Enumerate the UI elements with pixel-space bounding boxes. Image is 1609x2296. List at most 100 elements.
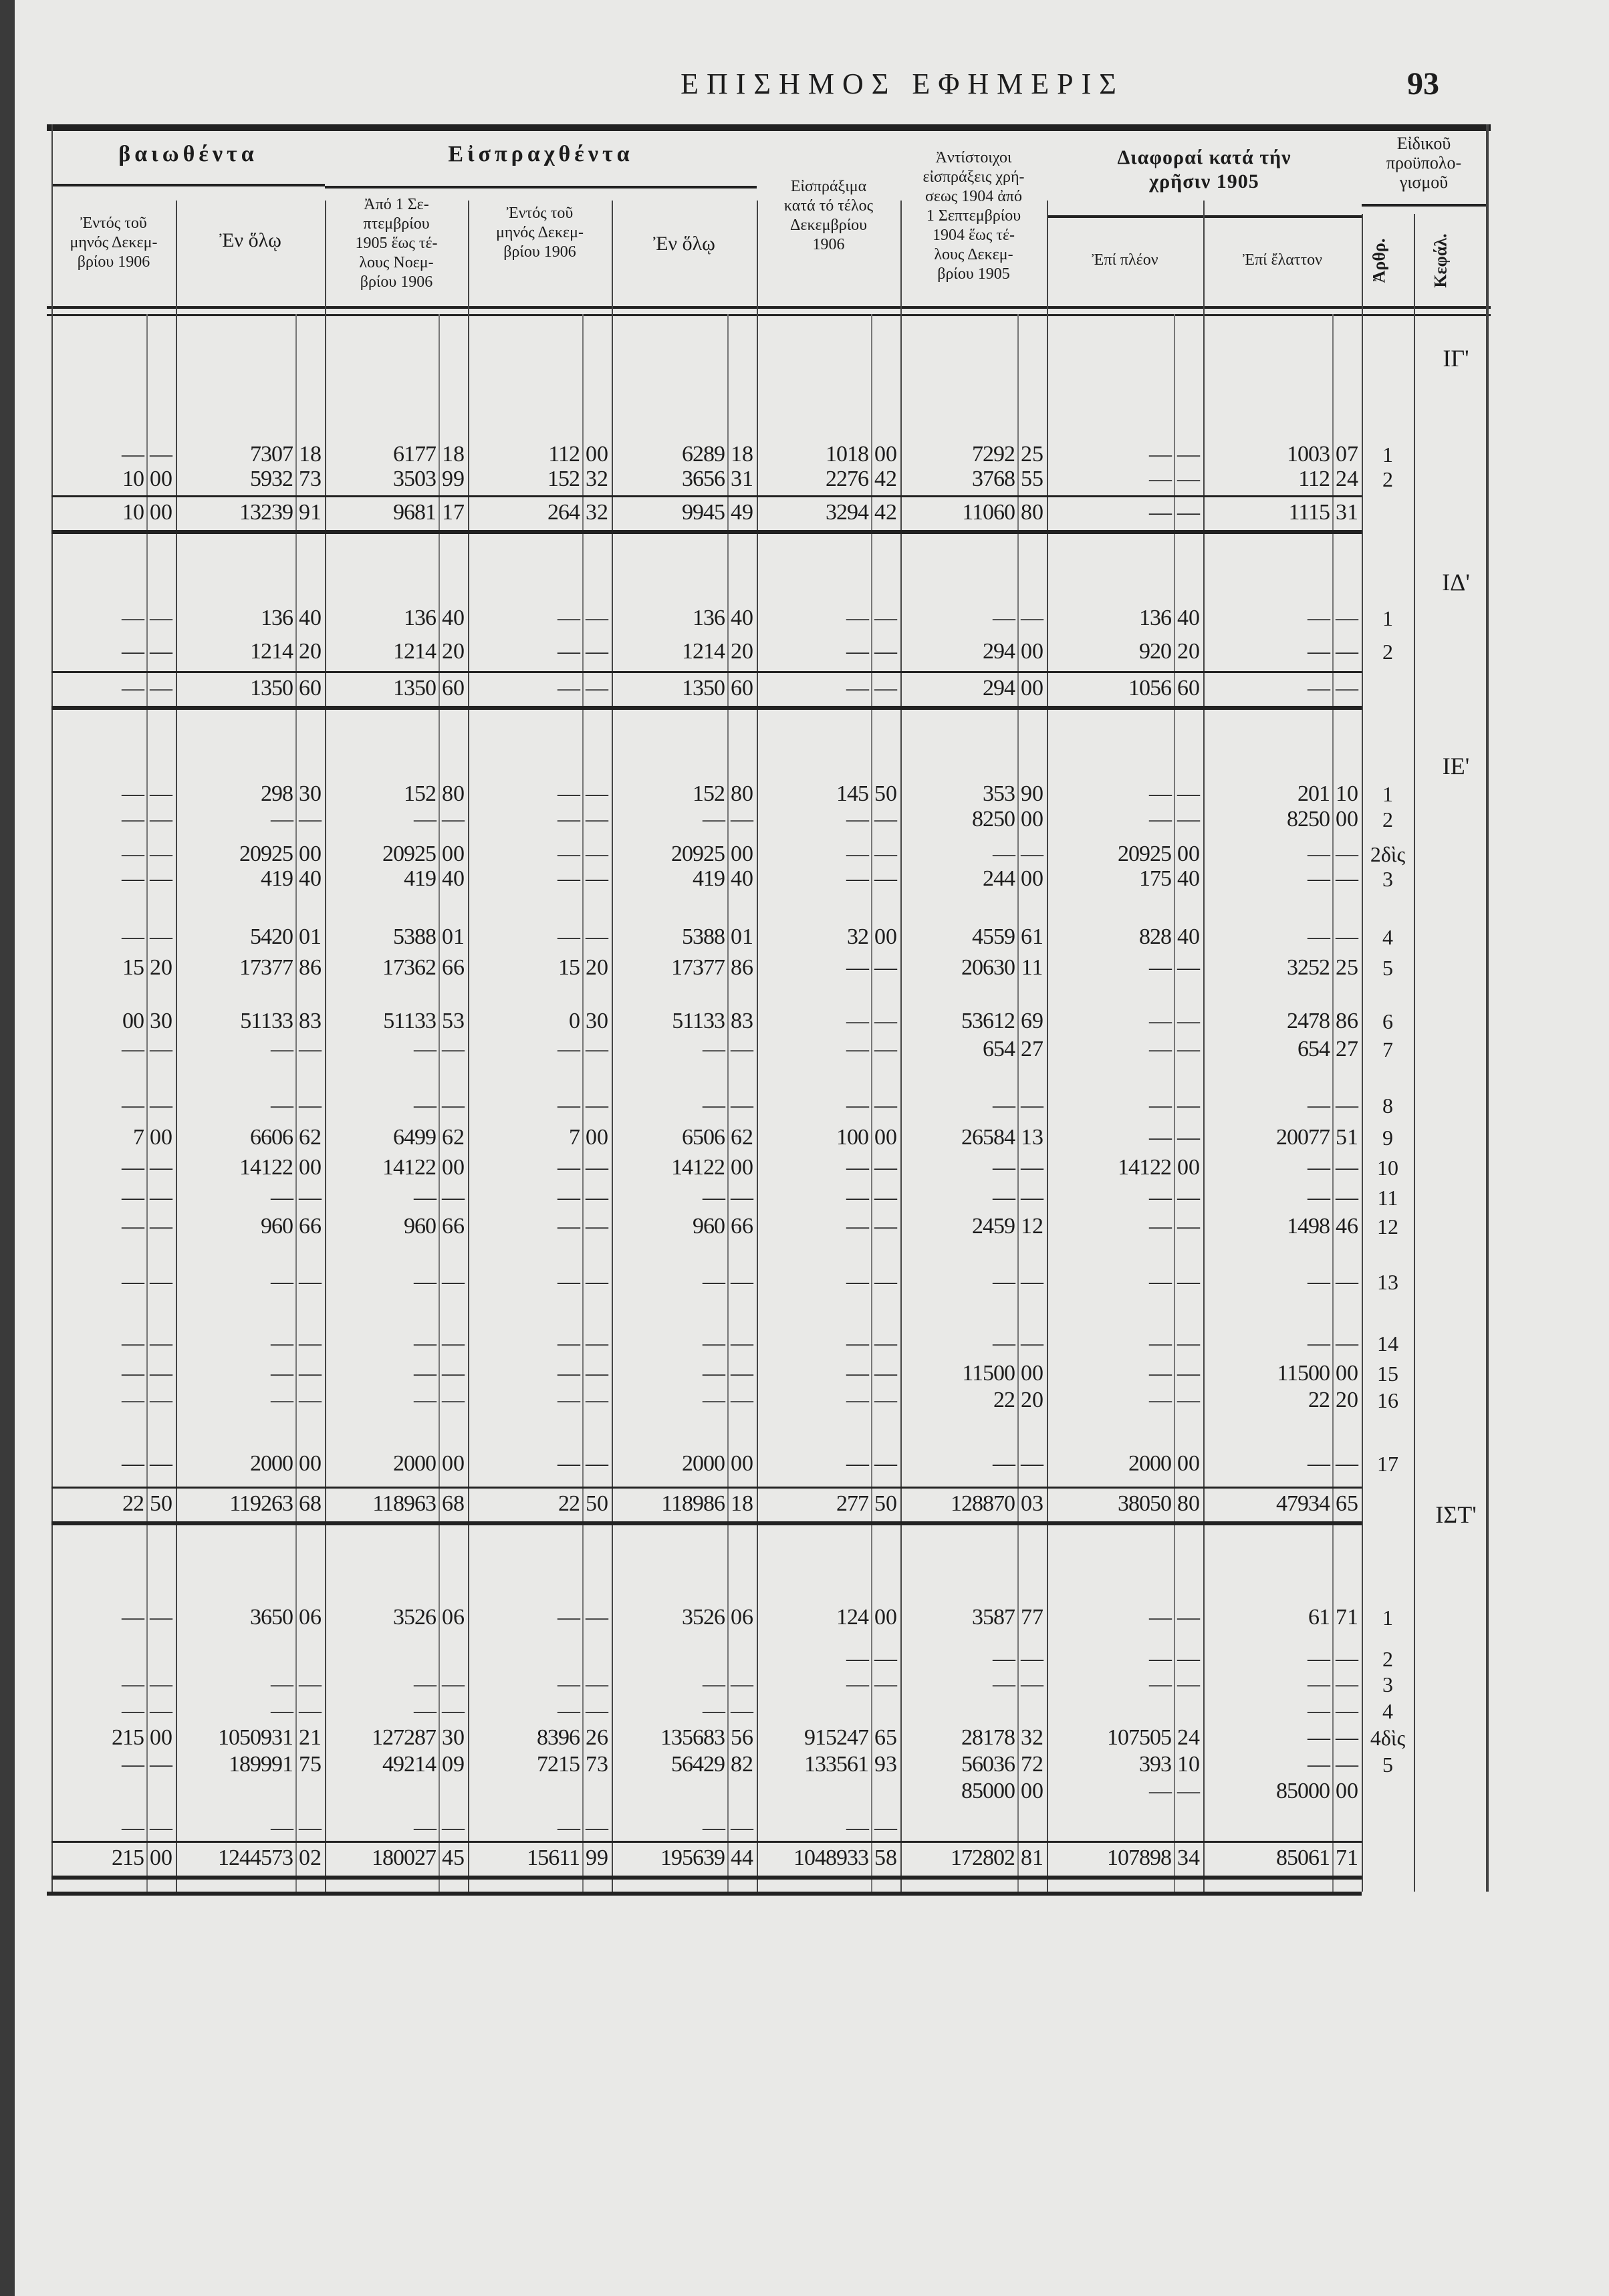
amount-lepta: 18	[731, 1491, 753, 1516]
amount-lepta: 21	[299, 1725, 322, 1750]
amount-lepta: —	[586, 1605, 608, 1630]
amount-lepta: —	[1336, 1185, 1358, 1210]
amount-drachmas: —	[122, 1388, 144, 1412]
amount-drachmas: —	[558, 1331, 580, 1356]
amount-drachmas: —	[993, 1646, 1015, 1671]
amount-drachmas: —	[846, 1037, 869, 1061]
amount-lepta: 61	[1021, 924, 1043, 949]
amount-drachmas: 2000	[250, 1451, 293, 1476]
amount-drachmas: 1214	[250, 639, 293, 664]
column-rule	[757, 201, 758, 1892]
total-rule	[51, 1521, 1362, 1525]
article-number: 1	[1382, 782, 1393, 806]
amount-lepta: —	[1336, 1269, 1358, 1294]
amount-lepta: —	[150, 1451, 172, 1476]
amount-drachmas: —	[122, 442, 144, 467]
amount-drachmas: 51133	[383, 1009, 437, 1033]
amount-lepta: 00	[1021, 676, 1043, 700]
header-col8: Ἐπί πλέον	[1092, 251, 1158, 269]
column-rule	[1486, 124, 1489, 1892]
amount-drachmas: 11500	[962, 1361, 1015, 1386]
column-rule	[51, 124, 53, 1892]
amount-drachmas: 419	[404, 866, 437, 891]
amount-lepta: —	[586, 676, 608, 700]
amount-lepta: 40	[1177, 866, 1200, 891]
amount-drachmas: —	[846, 1093, 869, 1118]
amount-lepta: 40	[299, 866, 322, 891]
amount-lepta: —	[150, 1331, 172, 1356]
table-row: — —419 40 419 40— —419 40— —244 00 175 40— —3	[0, 866, 1609, 892]
amount-drachmas: —	[1149, 781, 1172, 806]
amount-lepta: —	[586, 924, 608, 949]
amount-lepta: —	[150, 1815, 172, 1840]
amount-lepta: 90	[1021, 781, 1043, 806]
amount-lepta: 51	[1336, 1125, 1358, 1150]
amount-drachmas: —	[1149, 1331, 1172, 1356]
amount-lepta: —	[150, 1752, 172, 1777]
amount-lepta: —	[586, 1155, 608, 1180]
table-row: — —1214 20 1214 20— —1214 20— —294 00 920 20— —2	[0, 638, 1609, 665]
article-number: 17	[1377, 1452, 1398, 1476]
amount-drachmas: 3503	[393, 467, 437, 491]
amount-drachmas: —	[1308, 1672, 1330, 1696]
amount-drachmas: —	[558, 1269, 580, 1294]
amount-drachmas: —	[558, 1214, 580, 1239]
sum-rule	[51, 1841, 1362, 1843]
amount-lepta: —	[150, 1269, 172, 1294]
amount-lepta: 00	[442, 1155, 465, 1180]
article-number: 15	[1377, 1362, 1398, 1386]
amount-drachmas: —	[1308, 1451, 1330, 1476]
amount-lepta: 01	[442, 924, 465, 949]
amount-drachmas: 8250	[1287, 807, 1330, 832]
amount-lepta: 71	[1336, 1845, 1358, 1870]
amount-drachmas: —	[1149, 500, 1172, 525]
amount-lepta: 58	[874, 1845, 897, 1870]
amount-drachmas: 20925	[1118, 842, 1172, 866]
amount-lepta: —	[874, 1815, 897, 1840]
amount-lepta: —	[1177, 955, 1200, 980]
amount-lepta: 66	[442, 955, 465, 980]
amount-lepta: —	[1336, 1698, 1358, 1723]
header-group-collected: Εἰσπραχθέντα	[448, 142, 634, 166]
amount-drachmas: 3252	[1287, 955, 1330, 980]
table-row: — — — — — — — — — — — — — — — — — —14	[0, 1330, 1609, 1357]
amount-lepta: 40	[442, 866, 465, 891]
amount-lepta: —	[1177, 1093, 1200, 1118]
amount-drachmas: 56036	[961, 1752, 1015, 1777]
amount-drachmas: —	[1149, 442, 1172, 467]
amount-lepta: 31	[1336, 500, 1358, 525]
amount-lepta: —	[586, 866, 608, 891]
amount-drachmas: 3650	[250, 1605, 293, 1630]
amount-drachmas: —	[1308, 866, 1330, 891]
amount-lepta: 00	[150, 1845, 172, 1870]
amount-lepta: 86	[1336, 1009, 1358, 1033]
amount-drachmas: —	[1308, 606, 1330, 630]
amount-lepta: —	[731, 1388, 753, 1412]
amount-drachmas: 53612	[961, 1009, 1015, 1033]
column-rule	[468, 201, 469, 1892]
amount-drachmas: 22	[558, 1491, 580, 1516]
amount-lepta: —	[1021, 606, 1043, 630]
amount-lepta: —	[1336, 676, 1358, 700]
amount-lepta: 32	[586, 467, 608, 491]
sum-rule	[51, 495, 1362, 497]
amount-drachmas: 1050931	[218, 1725, 293, 1750]
amount-drachmas: —	[993, 1185, 1015, 1210]
amount-drachmas: —	[846, 1815, 869, 1840]
amount-drachmas: 6289	[682, 442, 725, 467]
amount-drachmas: —	[122, 606, 144, 630]
amount-drachmas: —	[122, 1451, 144, 1476]
article-number: 7	[1382, 1037, 1393, 1061]
amount-drachmas: —	[1149, 1037, 1172, 1061]
amount-drachmas: —	[846, 1331, 869, 1356]
amount-lepta: —	[874, 807, 897, 832]
amount-lepta: 86	[299, 955, 322, 980]
amount-drachmas: —	[1149, 1388, 1172, 1412]
amount-lepta: —	[731, 1269, 753, 1294]
amount-lepta: 66	[442, 1214, 465, 1239]
amount-drachmas: —	[703, 1185, 725, 1210]
amount-drachmas: —	[271, 1672, 293, 1696]
amount-lepta: 20	[1021, 1388, 1043, 1412]
amount-drachmas: —	[993, 606, 1015, 630]
amount-drachmas: 112	[548, 442, 580, 467]
